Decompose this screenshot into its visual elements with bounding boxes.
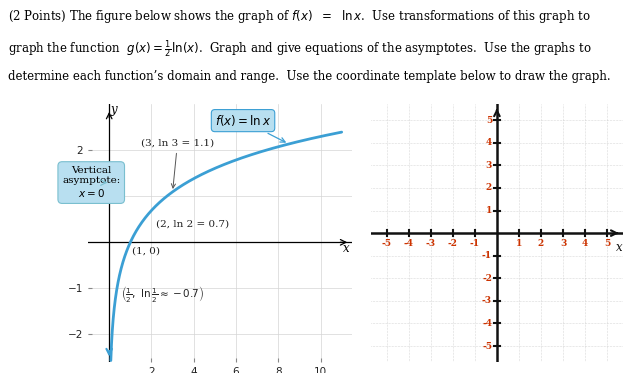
Text: -4: -4 — [404, 239, 414, 248]
Text: x: x — [616, 241, 623, 254]
Text: (3, ln 3 = 1.1): (3, ln 3 = 1.1) — [141, 139, 214, 188]
Text: graph the function  $g(x) = \frac{1}{2}\ln(x)$.  Graph and give equations of the: graph the function $g(x) = \frac{1}{2}\l… — [8, 39, 591, 60]
Text: (2 Points) The figure below shows the graph of $f(x)$  $=$  $\ln x$.  Use transf: (2 Points) The figure below shows the gr… — [8, 8, 590, 25]
Text: 4: 4 — [582, 239, 588, 248]
Text: -1: -1 — [470, 239, 480, 248]
Text: $f(x) = \ln x$: $f(x) = \ln x$ — [215, 113, 285, 142]
Text: -3: -3 — [482, 297, 492, 305]
Text: 3: 3 — [486, 161, 492, 170]
Text: -2: -2 — [482, 274, 492, 283]
Text: 1: 1 — [516, 239, 522, 248]
Text: 2: 2 — [486, 184, 492, 192]
Text: -3: -3 — [426, 239, 436, 248]
Text: -5: -5 — [382, 239, 392, 248]
Text: 5: 5 — [604, 239, 610, 248]
Text: -4: -4 — [482, 319, 492, 328]
Text: 4: 4 — [486, 138, 492, 147]
Text: (2, ln 2 = 0.7): (2, ln 2 = 0.7) — [156, 219, 229, 228]
Text: y: y — [110, 103, 117, 116]
Text: x: x — [343, 241, 349, 254]
Text: $\left(\frac{1}{2},\ \ln \frac{1}{2} \approx -0.7\right)$: $\left(\frac{1}{2},\ \ln \frac{1}{2} \ap… — [121, 283, 204, 304]
Text: 1: 1 — [486, 206, 492, 215]
Text: 5: 5 — [486, 116, 492, 125]
Text: 3: 3 — [560, 239, 566, 248]
Text: -1: -1 — [482, 251, 492, 260]
Text: -5: -5 — [482, 342, 492, 351]
Text: Vertical
asymptote:
$x = 0$: Vertical asymptote: $x = 0$ — [62, 166, 120, 199]
Text: 2: 2 — [538, 239, 544, 248]
Text: (1, 0): (1, 0) — [133, 247, 160, 256]
Text: -2: -2 — [448, 239, 458, 248]
Text: determine each function’s domain and range.  Use the coordinate template below t: determine each function’s domain and ran… — [8, 70, 610, 83]
